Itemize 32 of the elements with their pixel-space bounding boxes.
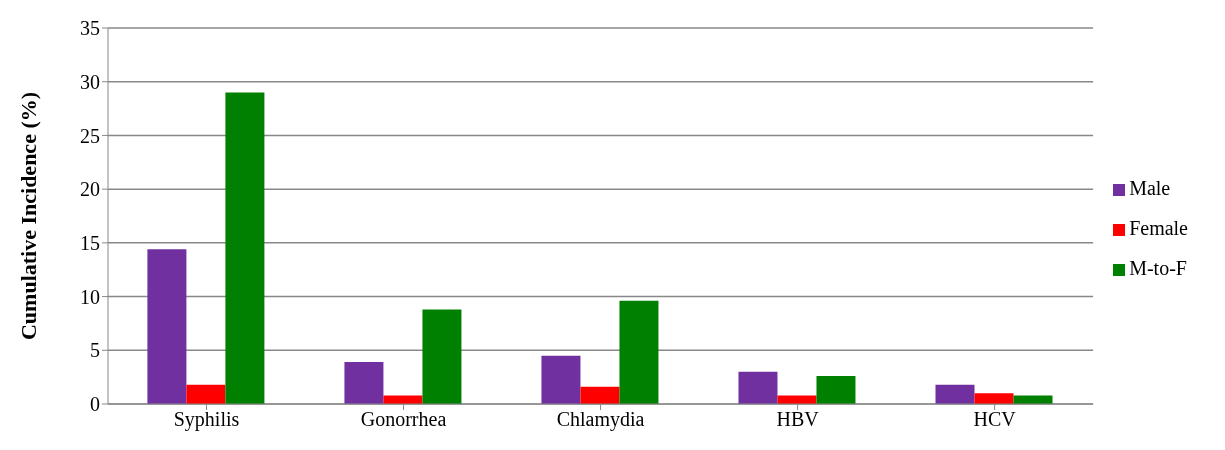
legend-label: Male [1129,177,1171,199]
bar [147,249,187,404]
y-tick-label: 25 [80,124,100,147]
y-tick-label: 5 [90,339,100,362]
bar [344,362,384,404]
bar [541,355,581,404]
legend-label: Female [1129,217,1188,239]
bar [1013,395,1053,404]
bar [186,384,226,404]
x-tick-label: Syphilis [173,408,240,432]
x-tick-label: Gonorrhea [360,408,447,431]
bar [383,395,423,404]
bar [422,309,462,404]
bar [777,395,817,404]
y-tick-label: 10 [80,285,100,308]
y-tick-label: 15 [80,231,100,254]
y-tick-label: 20 [80,178,100,201]
y-tick-label: 0 [90,393,100,416]
x-tick-label: HCV [973,408,1017,431]
bar [935,384,975,404]
legend-label: M-to-F [1129,257,1187,279]
bar [816,376,856,404]
bar [738,371,778,404]
y-axis-title: Cumulative Incidence (%) [15,91,41,341]
bar [619,300,659,404]
x-tick-label: Chlamydia [556,408,645,432]
y-tick-label: 30 [80,70,100,93]
bar [974,393,1014,404]
y-tick-label: 35 [80,17,100,40]
bar [225,92,265,404]
bar [580,386,620,404]
x-tick-label: HBV [776,408,820,431]
